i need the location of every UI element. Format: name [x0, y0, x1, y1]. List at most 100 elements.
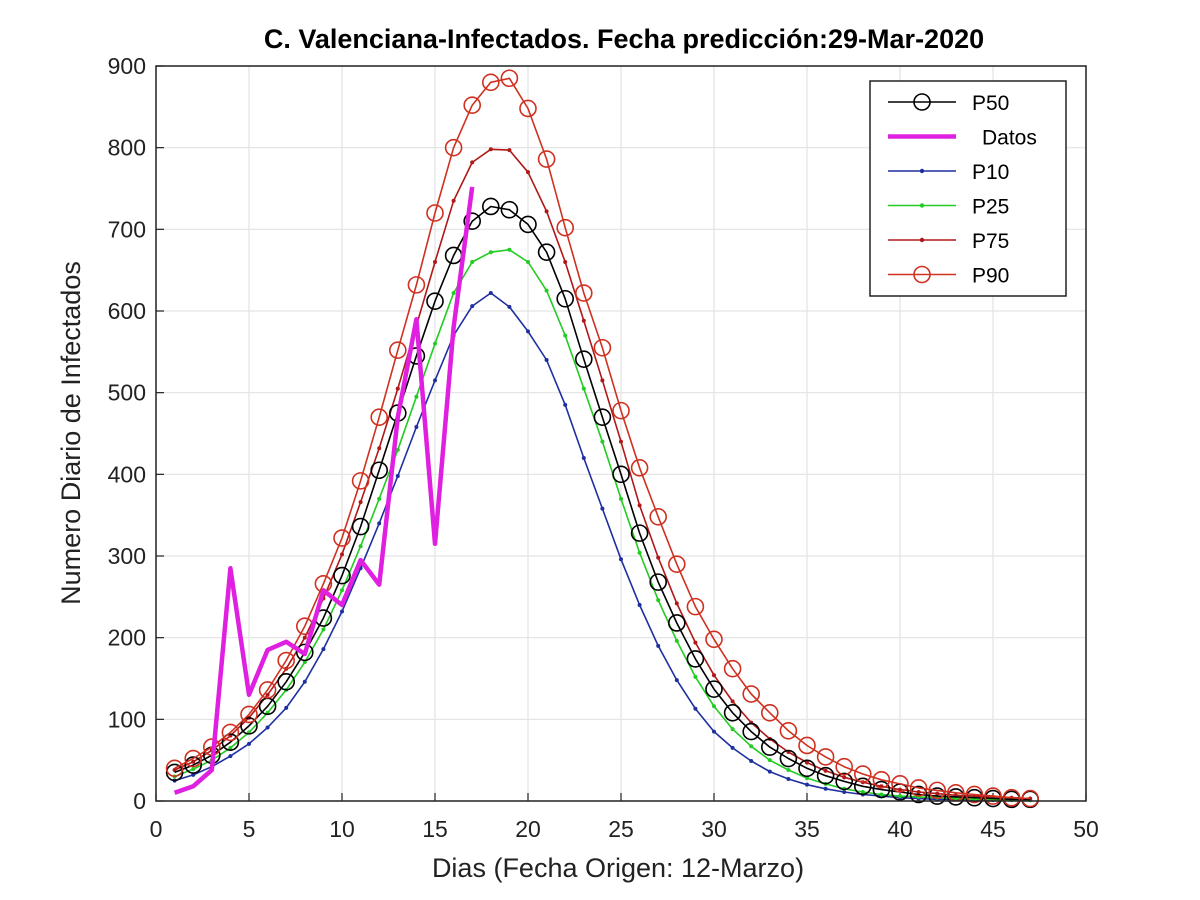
data-point-p50	[556, 289, 575, 308]
y-tick-label: 100	[108, 706, 146, 732]
data-point-p50	[835, 772, 854, 791]
data-point-p25	[860, 790, 865, 795]
data-point-p25	[377, 496, 382, 501]
data-point-p90	[853, 765, 872, 783]
data-point-p10	[842, 790, 847, 795]
legend-label-p90: P90	[972, 265, 1009, 288]
data-point-p10	[265, 725, 270, 730]
data-point-p10	[619, 557, 623, 562]
data-point-p75	[823, 768, 828, 773]
data-point-p50	[798, 759, 816, 778]
data-point-p25	[656, 598, 661, 603]
x-tick-label: 10	[329, 816, 355, 842]
x-tick-label: 30	[701, 816, 727, 842]
y-axis-label: Numero Diario de Infectados	[56, 261, 86, 605]
data-point-p75	[898, 787, 902, 792]
legend-label-datos: Datos	[982, 127, 1037, 150]
data-point-p25	[191, 767, 196, 772]
data-point-p25	[451, 291, 456, 296]
series-line-p50	[174, 205, 1031, 801]
data-point-p50	[872, 780, 891, 799]
data-point-p75	[805, 760, 809, 765]
data-point-p75	[358, 500, 363, 505]
data-point-p25	[674, 638, 679, 643]
data-point-p90	[519, 99, 537, 118]
data-point-p25	[302, 660, 307, 665]
data-point-p25	[228, 745, 233, 750]
legend-label-p75: P75	[972, 230, 1009, 253]
data-point-p90	[221, 723, 240, 742]
legend-marker-p90	[913, 265, 931, 284]
series-line-datos	[173, 186, 475, 795]
data-point-p10	[433, 378, 437, 383]
data-point-p50	[481, 197, 500, 216]
data-point-p75	[563, 260, 568, 264]
data-point-p90	[630, 458, 649, 477]
data-point-p25	[693, 674, 698, 679]
data-point-p90	[556, 218, 575, 237]
data-point-p10	[544, 358, 549, 362]
x-axis-label: Dias (Fecha Origen: 12-Marzo)	[432, 853, 804, 883]
y-tick-label: 800	[108, 135, 146, 161]
data-point-p90	[649, 507, 668, 526]
x-tick-label: 15	[422, 816, 448, 842]
data-point-p90	[463, 96, 482, 114]
data-point-p25	[321, 627, 326, 632]
y-tick-label: 400	[108, 461, 146, 487]
data-point-p90	[165, 759, 184, 778]
data-point-p50	[165, 763, 184, 782]
data-point-p75	[470, 160, 475, 165]
data-point-p90	[444, 138, 463, 157]
data-point-p25	[544, 288, 549, 293]
data-point-p25	[395, 447, 400, 452]
y-tick-label: 600	[108, 298, 146, 324]
data-point-p90	[686, 597, 705, 616]
data-point-p25	[879, 792, 884, 797]
data-point-p50	[909, 785, 928, 804]
data-point-p10	[600, 506, 605, 511]
data-point-p75	[674, 601, 679, 606]
data-point-p50	[946, 788, 965, 806]
data-point-p50	[240, 717, 258, 735]
data-point-p75	[191, 759, 196, 764]
data-point-p10	[302, 679, 307, 684]
data-point-p25	[637, 550, 642, 555]
data-point-p90	[333, 529, 351, 547]
data-point-p10	[191, 772, 196, 777]
y-tick-label: 900	[108, 53, 146, 79]
data-point-p50	[370, 461, 389, 480]
x-tick-label: 20	[515, 816, 541, 842]
data-point-p25	[433, 341, 437, 346]
data-point-p25	[358, 544, 363, 549]
legend-label-p50: P50	[972, 92, 1009, 115]
data-point-p90	[1021, 789, 1039, 808]
data-point-p75	[526, 170, 530, 175]
data-point-p25	[470, 260, 475, 264]
data-point-p25	[805, 776, 809, 781]
legend-marker-p50	[913, 93, 931, 111]
data-point-p50	[500, 200, 519, 219]
data-point-p50	[723, 703, 742, 722]
data-point-p75	[340, 552, 344, 557]
data-point-p25	[507, 247, 512, 252]
data-point-p25	[488, 250, 493, 255]
data-point-p75	[451, 198, 456, 203]
data-point-p10	[767, 769, 772, 774]
data-point-p90	[537, 150, 556, 168]
data-point-p90	[351, 472, 370, 490]
data-point-p90	[574, 284, 593, 302]
data-point-p75	[544, 209, 549, 214]
data-point-p90	[1002, 788, 1021, 807]
data-point-p10	[470, 304, 475, 309]
data-point-p50	[519, 215, 537, 234]
data-point-p25	[898, 794, 902, 799]
data-point-p50	[574, 350, 593, 368]
data-point-p25	[786, 767, 791, 772]
data-point-p75	[619, 439, 623, 444]
data-point-p50	[667, 614, 686, 632]
data-point-p50	[649, 573, 668, 591]
data-point-p10	[674, 678, 679, 683]
x-tick-label: 35	[794, 816, 820, 842]
data-point-p90	[370, 408, 389, 426]
